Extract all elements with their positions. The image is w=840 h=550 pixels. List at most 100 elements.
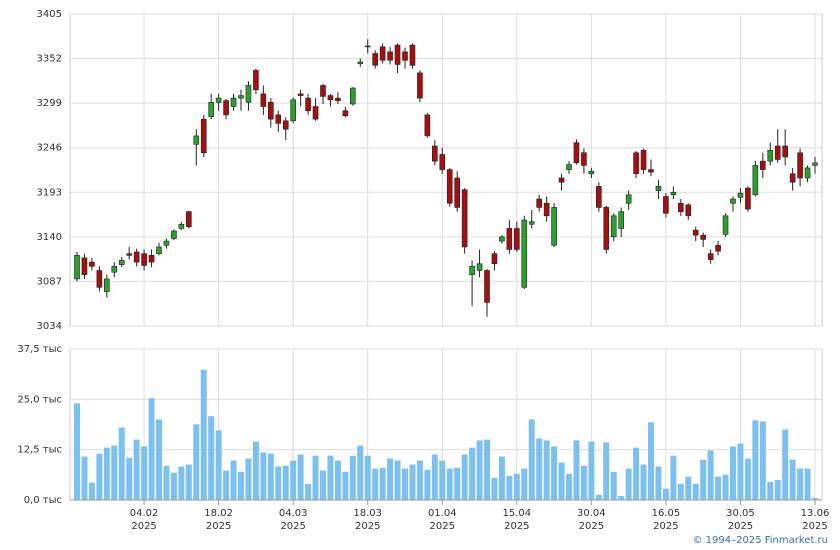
- volume-bar: [715, 476, 722, 500]
- y-tick-label: 3352: [37, 54, 62, 65]
- volume-bar: [633, 447, 640, 500]
- volume-bar: [118, 427, 125, 500]
- volume-bar: [640, 464, 647, 500]
- volume-bar: [573, 440, 580, 500]
- volume-bar: [461, 454, 468, 500]
- volume-bar: [103, 447, 110, 500]
- volume-bar: [789, 459, 796, 500]
- volume-bar: [372, 468, 379, 500]
- volume-bar: [439, 460, 446, 500]
- volume-bar: [387, 458, 394, 500]
- candle-body: [133, 251, 140, 263]
- candle-body: [476, 263, 483, 271]
- volume-bar: [163, 465, 170, 500]
- candle-body: [625, 194, 632, 204]
- candle-body: [797, 152, 803, 179]
- volume-bar: [469, 447, 476, 500]
- candle-body: [700, 234, 706, 240]
- candle-body: [89, 261, 95, 267]
- candle-body: [610, 215, 617, 238]
- candle-body: [432, 145, 438, 162]
- volume-bar: [126, 457, 133, 500]
- volume-bar: [528, 419, 535, 500]
- candle-body: [663, 196, 669, 214]
- x-tick-label: 15.04 2025: [502, 508, 532, 532]
- volume-bar: [759, 421, 766, 500]
- volume-bar: [238, 471, 244, 500]
- candle-body: [193, 135, 200, 145]
- volume-bar: [476, 440, 483, 500]
- candle-body: [648, 169, 654, 173]
- volume-bar: [230, 460, 237, 500]
- volume-bar: [558, 462, 565, 500]
- candle-body: [514, 228, 520, 250]
- volume-bar: [156, 419, 162, 500]
- candle-body: [186, 211, 192, 228]
- candle-body: [678, 202, 684, 212]
- y-tick-label: 3034: [37, 321, 62, 332]
- volume-bar: [349, 455, 356, 500]
- candle-body: [417, 72, 423, 99]
- volume-bar: [260, 452, 267, 500]
- volume-bar: [737, 443, 744, 500]
- candle-body: [305, 97, 311, 112]
- candle-body: [566, 164, 572, 170]
- volume-bar: [275, 466, 282, 500]
- candle-body: [208, 102, 214, 117]
- volume-bar: [148, 398, 155, 500]
- candle-body: [260, 93, 267, 107]
- volume-bar: [610, 471, 617, 500]
- candle-body: [81, 257, 88, 276]
- volume-bar: [379, 467, 386, 500]
- candle-body: [603, 207, 610, 250]
- volume-bar: [595, 494, 602, 500]
- y-tick-label: 12,5 тыс: [17, 445, 62, 456]
- volume-bar: [394, 460, 401, 500]
- volume-bar: [223, 470, 230, 500]
- volume-bar: [431, 454, 438, 500]
- volume-bar: [692, 483, 699, 500]
- candle-body: [327, 95, 334, 101]
- candle-body: [558, 177, 565, 183]
- volume-bar: [312, 455, 319, 500]
- volume-bar: [603, 442, 610, 500]
- candle-body: [118, 260, 125, 265]
- candle-body: [722, 215, 729, 235]
- volume-bar: [588, 441, 595, 500]
- volume-bar: [521, 468, 528, 500]
- volume-bar: [700, 459, 707, 500]
- volume-bar: [282, 465, 289, 500]
- volume-bar: [267, 453, 274, 500]
- volume-bar: [774, 479, 781, 500]
- volume-bar: [416, 460, 423, 500]
- candle-body: [454, 177, 460, 208]
- volume-bar: [88, 482, 95, 500]
- x-tick-label: 30.05 2025: [726, 508, 755, 532]
- candle-body: [141, 253, 147, 266]
- candle-body: [760, 160, 766, 170]
- volume-bar: [707, 450, 714, 500]
- volume-bar: [812, 497, 818, 500]
- candle-body: [394, 44, 401, 65]
- candle-body: [200, 118, 207, 154]
- candle-body: [618, 211, 624, 229]
- candle-body: [774, 145, 781, 160]
- volume-bar: [618, 495, 625, 500]
- candle-body: [685, 204, 692, 217]
- candle-body: [469, 265, 475, 276]
- volume-bar: [498, 456, 505, 500]
- candle-body: [461, 189, 468, 248]
- candle-body: [387, 51, 393, 61]
- candle-body: [282, 120, 289, 130]
- candle-body: [215, 97, 222, 103]
- candle-body: [96, 270, 103, 288]
- candle-body: [126, 253, 132, 256]
- y-tick-label: 3087: [37, 276, 62, 287]
- candle-body: [171, 230, 177, 239]
- candle-body: [379, 46, 386, 61]
- volume-bar: [208, 416, 215, 500]
- candle-body: [290, 99, 296, 122]
- candle-body: [528, 221, 535, 225]
- volume-bar: [245, 458, 252, 500]
- candle-body: [253, 70, 259, 90]
